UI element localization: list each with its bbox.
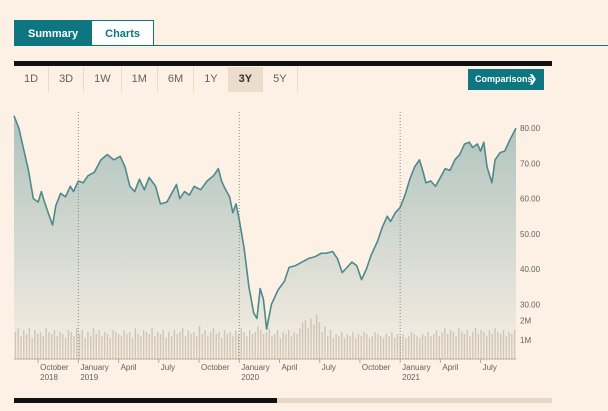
view-tabs: Summary Charts	[14, 20, 154, 46]
price-area	[14, 115, 516, 359]
range-3d[interactable]: 3D	[49, 67, 85, 92]
x-tick-label: January	[80, 363, 108, 372]
range-1m[interactable]: 1M	[122, 67, 158, 92]
x-tick-year-label: 2021	[402, 373, 420, 382]
x-tick-year-label: 2019	[80, 373, 98, 382]
volume-tick-label: 1M	[520, 336, 531, 345]
range-5y[interactable]: 5Y	[263, 67, 298, 92]
y-tick-label: 80.00	[520, 124, 541, 133]
price-chart[interactable]: 80.00 70.00 60.00 50.00 40.00 30.00 2M 1M Octobe…	[0, 104, 608, 384]
range-scroll-track[interactable]	[14, 398, 552, 403]
y-tick-label: 50.00	[520, 230, 541, 239]
x-tick-label: January	[241, 363, 269, 372]
x-tick-label: July	[322, 363, 336, 372]
x-tick-year-label: 2018	[40, 373, 58, 382]
x-tick-label: January	[402, 363, 430, 372]
y-tick-label: 70.00	[520, 159, 541, 168]
comparisons-label: Comparisons	[475, 74, 533, 84]
x-tick-label: April	[281, 363, 297, 372]
y-tick-label: 60.00	[520, 195, 541, 204]
price-line	[13, 115, 517, 330]
time-range-selector: 1D 3D 1W 1M 6M 1Y 3Y 5Y	[14, 67, 298, 92]
range-1y[interactable]: 1Y	[194, 67, 229, 92]
range-3y[interactable]: 3Y	[228, 67, 264, 92]
x-tick-label: October	[40, 363, 69, 372]
y-tick-label: 40.00	[520, 265, 541, 274]
volume-tick-label: 2M	[520, 317, 531, 326]
tab-underline	[14, 45, 608, 46]
tab-charts[interactable]: Charts	[92, 20, 154, 46]
chart-top-rule	[14, 61, 552, 66]
range-1d[interactable]: 1D	[14, 67, 50, 92]
x-tick-label: October	[201, 363, 230, 372]
tab-summary[interactable]: Summary	[14, 20, 93, 46]
y-tick-label: 30.00	[520, 300, 541, 309]
x-tick-label: April	[121, 363, 137, 372]
range-scroll-thumb[interactable]	[14, 398, 277, 403]
range-1w[interactable]: 1W	[84, 67, 122, 92]
x-tick-label: October	[362, 363, 391, 372]
chevron-right-icon: ❯	[528, 74, 537, 85]
comparisons-button[interactable]: Comparisons ❯	[468, 69, 544, 90]
range-6m[interactable]: 6M	[158, 67, 195, 92]
x-tick-label: July	[161, 363, 175, 372]
x-tick-year-label: 2020	[241, 373, 259, 382]
x-tick-label: July	[483, 363, 497, 372]
x-tick-label: April	[442, 363, 458, 372]
